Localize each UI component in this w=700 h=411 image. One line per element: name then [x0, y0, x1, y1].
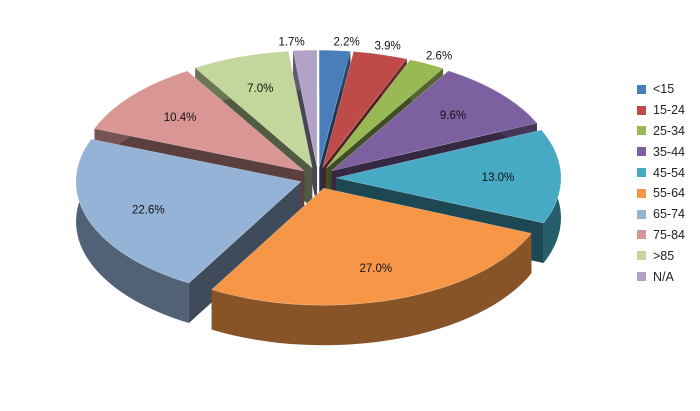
legend-item: 45-54 — [637, 162, 699, 183]
legend-swatch — [637, 188, 646, 198]
pie-slice — [292, 49, 318, 168]
legend-item: N/A — [637, 266, 699, 287]
legend-label: 15-24 — [653, 103, 685, 118]
legend-item: 65-74 — [637, 204, 699, 225]
legend-swatch — [637, 230, 646, 240]
legend-label: 55-64 — [653, 186, 685, 201]
data-label: 2.6% — [426, 50, 452, 62]
pie-slice — [322, 51, 408, 168]
pie-slice — [211, 187, 532, 306]
legend-label: 25-34 — [653, 123, 685, 138]
legend-label: N/A — [653, 269, 674, 284]
legend-swatch — [637, 272, 646, 282]
legend-swatch — [637, 147, 646, 157]
legend-item: <15 — [637, 79, 699, 100]
pie-slice — [194, 51, 313, 169]
data-label: 1.7% — [278, 36, 304, 48]
pie-slice — [331, 70, 538, 172]
pie-slice — [75, 138, 302, 284]
legend-label: 35-44 — [653, 144, 685, 159]
data-label: 22.6% — [132, 205, 165, 217]
data-label: 27.0% — [359, 263, 392, 275]
data-label: 7.0% — [247, 83, 273, 95]
legend-item: 15-24 — [637, 100, 699, 121]
slice-side — [211, 233, 532, 346]
legend-item: 55-64 — [637, 183, 699, 204]
data-label: 2.2% — [334, 37, 360, 49]
legend-swatch — [637, 126, 646, 136]
legend-item: >85 — [637, 245, 699, 266]
legend-label: <15 — [653, 82, 675, 97]
pie-slice — [318, 49, 351, 168]
legend-label: 65-74 — [653, 207, 685, 222]
slice-tops — [75, 49, 562, 306]
pie-slice — [93, 70, 306, 172]
legend-label: >85 — [653, 248, 675, 263]
legend-label: 75-84 — [653, 227, 685, 242]
legend-item: 35-44 — [637, 141, 699, 162]
legend-label: 45-54 — [653, 165, 685, 180]
legend-item: 25-34 — [637, 121, 699, 142]
slice-side — [76, 139, 189, 324]
pie-slice — [335, 129, 562, 224]
legend-item: 75-84 — [637, 225, 699, 246]
legend: <15 15-24 25-34 35-44 45-54 55-64 65-74 … — [637, 79, 699, 287]
legend-swatch — [637, 168, 646, 178]
legend-swatch — [637, 105, 646, 115]
legend-swatch — [637, 84, 646, 94]
pie-slice — [325, 59, 444, 169]
legend-swatch — [637, 209, 646, 219]
data-label: 9.6% — [440, 110, 466, 122]
data-labels: 2.2% 3.9% 2.6% 9.6% 13.0% 27.0% 22.6% 10.4% 7.0%… — [132, 36, 514, 275]
legend-swatch — [637, 251, 646, 261]
data-label: 3.9% — [374, 41, 400, 53]
data-label: 13.0% — [482, 172, 515, 184]
data-label: 10.4% — [164, 112, 197, 124]
